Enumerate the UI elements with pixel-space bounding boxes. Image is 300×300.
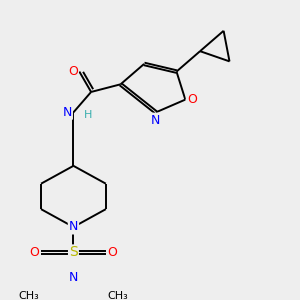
- Text: CH₃: CH₃: [107, 291, 128, 300]
- Text: H: H: [84, 110, 92, 120]
- Text: S: S: [69, 245, 78, 260]
- Text: CH₃: CH₃: [19, 291, 40, 300]
- Text: O: O: [68, 65, 78, 78]
- Text: O: O: [30, 246, 40, 259]
- Text: N: N: [63, 106, 72, 119]
- Text: O: O: [187, 93, 197, 106]
- Text: N: N: [69, 272, 78, 284]
- Text: O: O: [107, 246, 117, 259]
- Text: N: N: [69, 220, 78, 233]
- Text: N: N: [151, 114, 160, 127]
